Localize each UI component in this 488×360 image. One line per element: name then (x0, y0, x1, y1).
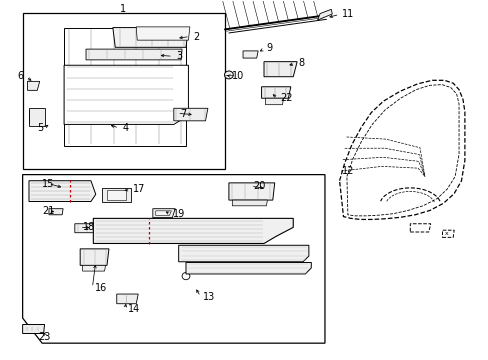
Text: 11: 11 (341, 9, 353, 19)
Polygon shape (153, 209, 175, 218)
Ellipse shape (182, 273, 189, 280)
Polygon shape (64, 28, 185, 146)
Ellipse shape (224, 71, 233, 79)
Text: 15: 15 (42, 179, 54, 189)
Polygon shape (185, 262, 311, 274)
Text: 21: 21 (42, 206, 54, 216)
Polygon shape (232, 200, 267, 206)
Text: 22: 22 (280, 93, 292, 103)
Polygon shape (86, 49, 182, 60)
Text: 17: 17 (133, 184, 145, 194)
Polygon shape (22, 324, 44, 333)
Polygon shape (27, 81, 40, 90)
Polygon shape (75, 224, 100, 233)
Bar (25, 326, 40, 332)
Polygon shape (228, 183, 274, 200)
Polygon shape (102, 188, 131, 202)
Text: 3: 3 (176, 51, 182, 61)
Polygon shape (243, 51, 258, 58)
Text: 4: 4 (122, 123, 128, 133)
Ellipse shape (53, 210, 59, 215)
Polygon shape (156, 211, 171, 216)
Polygon shape (113, 28, 188, 47)
Polygon shape (29, 181, 96, 202)
Text: 9: 9 (266, 43, 272, 53)
Polygon shape (93, 219, 293, 243)
Polygon shape (261, 87, 290, 98)
Text: 19: 19 (172, 209, 184, 219)
Polygon shape (64, 65, 188, 125)
Text: x: x (444, 231, 447, 236)
Text: 12: 12 (341, 166, 354, 176)
Polygon shape (82, 265, 105, 271)
Polygon shape (265, 98, 283, 105)
Text: 8: 8 (298, 58, 304, 68)
Polygon shape (178, 245, 308, 262)
Text: 18: 18 (82, 222, 95, 232)
Polygon shape (117, 294, 138, 304)
Text: 2: 2 (193, 32, 199, 41)
Text: 6: 6 (18, 71, 23, 81)
Polygon shape (107, 190, 126, 200)
Text: 23: 23 (39, 332, 51, 342)
Polygon shape (136, 27, 189, 40)
Polygon shape (29, 108, 44, 126)
Polygon shape (49, 209, 63, 215)
Text: 10: 10 (232, 71, 244, 81)
Text: 1: 1 (119, 4, 125, 14)
Text: 5: 5 (37, 123, 43, 133)
Bar (22, 13, 224, 169)
Polygon shape (173, 108, 207, 121)
Polygon shape (80, 249, 109, 265)
Text: 16: 16 (95, 283, 107, 293)
Text: 7: 7 (180, 109, 186, 119)
Polygon shape (317, 9, 331, 20)
Text: 20: 20 (253, 181, 265, 191)
Text: 14: 14 (127, 304, 140, 314)
Polygon shape (264, 62, 297, 77)
Text: 13: 13 (203, 292, 215, 302)
